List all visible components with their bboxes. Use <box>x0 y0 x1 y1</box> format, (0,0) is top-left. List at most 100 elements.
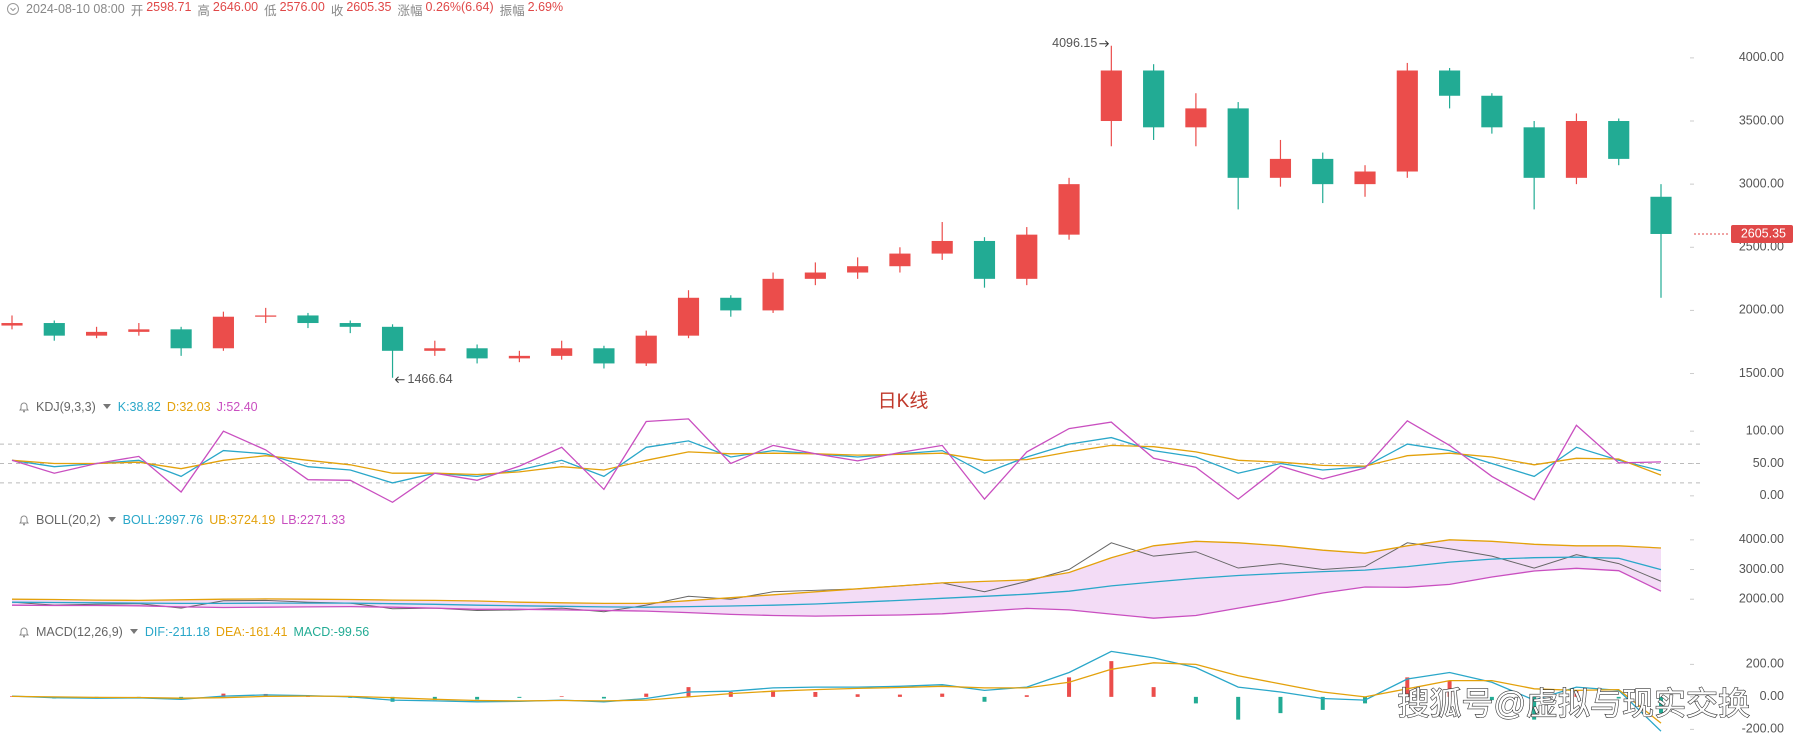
indicator-line <box>11 418 1662 504</box>
macd-bar <box>728 692 733 697</box>
macd-bar <box>1320 696 1325 710</box>
candle-body <box>1185 108 1207 128</box>
indicator-line <box>11 539 1662 605</box>
macd-bar <box>1616 696 1621 699</box>
candle-body <box>1016 234 1038 279</box>
quote-value: 2.69% <box>527 0 564 14</box>
band-fill <box>12 539 1661 619</box>
indicator-line <box>11 444 1662 476</box>
y-tick-label: 2500.00 <box>1739 240 1784 254</box>
dropdown[interactable] <box>107 516 117 524</box>
candle-body <box>1143 70 1165 128</box>
legend-entry: DEA:-161.41 <box>215 625 288 639</box>
quote-field: 收 2605.35 <box>331 0 392 19</box>
candle-body <box>1650 196 1672 234</box>
alert-icon[interactable] <box>18 626 30 638</box>
indicator-line <box>11 436 1662 484</box>
macd-bar <box>517 696 522 698</box>
macd-bar <box>1405 677 1410 697</box>
candle-body <box>297 315 319 324</box>
legend-entry: K:38.82 <box>117 400 161 414</box>
candle-body <box>1439 70 1461 96</box>
candle-body <box>1227 108 1249 178</box>
macd-bar <box>1574 690 1579 697</box>
y-tick-label: -200.00 <box>1742 722 1784 736</box>
macd-bar <box>221 693 226 697</box>
candle-body <box>1269 158 1292 178</box>
quote-field: 高 2646.00 <box>197 0 258 19</box>
candle-body <box>1608 121 1630 159</box>
quote-label: 高 <box>197 3 210 18</box>
candle-body <box>128 329 150 332</box>
y-tick-label: 2000.00 <box>1739 303 1784 317</box>
collapse-icon[interactable] <box>6 2 20 16</box>
candle-body <box>1058 184 1080 235</box>
chart-subtitle: 日K线 <box>878 390 929 412</box>
y-tick-label: 3500.00 <box>1739 113 1784 127</box>
candle-body <box>1523 127 1545 178</box>
macd-bar <box>644 693 649 697</box>
macd-bar <box>982 696 987 702</box>
y-tick-label: 100.00 <box>1746 423 1784 437</box>
indicator-line <box>11 567 1662 619</box>
quote-label: 振幅 <box>499 3 525 18</box>
indicator-header: KDJ(9,3,3) K:38.82 D:32.03 J:52.40 <box>18 400 258 414</box>
last-price-label: 2605.35 <box>1741 226 1786 240</box>
macd-bar <box>1151 687 1156 697</box>
macd-bar <box>1278 696 1283 714</box>
quote-value: 2598.71 <box>146 0 192 14</box>
quote-header: 2024-08-10 08:00 开 2598.71 高 2646.00 低 2576.00… <box>6 0 563 19</box>
y-tick-label: 200.00 <box>1746 657 1784 671</box>
y-tick-label: 3000.00 <box>1739 176 1784 190</box>
y-tick-label: 50.00 <box>1753 456 1784 470</box>
macd-bar <box>559 696 564 697</box>
high-arrow <box>1099 40 1110 48</box>
candle-body <box>847 266 869 273</box>
legend-entry: D:32.03 <box>166 400 211 414</box>
macd-bar <box>1659 696 1663 714</box>
dropdown[interactable] <box>102 403 112 411</box>
high-annotation: 4096.15 <box>1052 36 1097 50</box>
quote-value: 2605.35 <box>346 0 392 14</box>
alert-icon[interactable] <box>18 401 30 413</box>
y-tick-label: 4000.00 <box>1739 50 1784 64</box>
quote-label: 收 <box>330 3 344 18</box>
quote-field: 开 2598.71 <box>131 0 192 19</box>
quote-label: 开 <box>130 3 144 18</box>
candle-body <box>804 272 826 279</box>
candle-body <box>1396 70 1418 172</box>
y-tick-label: 0.00 <box>1760 689 1784 703</box>
y-tick-label: 1500.00 <box>1739 366 1784 380</box>
quote-value: 2576.00 <box>279 0 325 14</box>
candle-body <box>339 323 361 327</box>
y-tick-label: 4000.00 <box>1739 532 1784 546</box>
candle-body <box>1481 95 1503 128</box>
candle-body <box>931 240 953 254</box>
candle-body <box>1565 121 1588 178</box>
y-tick-label: 2000.00 <box>1739 592 1784 606</box>
candle-body <box>1 323 23 326</box>
last-price-tag <box>1731 224 1793 243</box>
quote-date: 2024-08-10 08:00 <box>26 2 125 16</box>
indicator-title: BOLL(20,2) <box>36 513 101 527</box>
macd-bar <box>1067 677 1072 697</box>
candle-body <box>762 278 784 311</box>
quote-value: 0.26%(6.64) <box>425 0 494 14</box>
macd-bar <box>1489 696 1494 701</box>
quote-field: 振幅 2.69% <box>500 0 563 19</box>
legend-entry: J:52.40 <box>216 400 258 414</box>
legend-entry: BOLL:2997.76 <box>122 513 204 527</box>
quote-label: 涨幅 <box>397 3 423 18</box>
candle-body <box>466 348 488 359</box>
indicator-line <box>11 556 1662 608</box>
indicator-title: MACD(12,26,9) <box>36 625 123 639</box>
candle-body <box>1100 70 1122 122</box>
candle-body <box>255 315 277 317</box>
candle-body <box>1354 171 1376 185</box>
macd-bar <box>1109 661 1114 697</box>
macd-bar <box>855 694 860 697</box>
dropdown[interactable] <box>129 628 139 636</box>
alert-icon[interactable] <box>18 514 30 526</box>
